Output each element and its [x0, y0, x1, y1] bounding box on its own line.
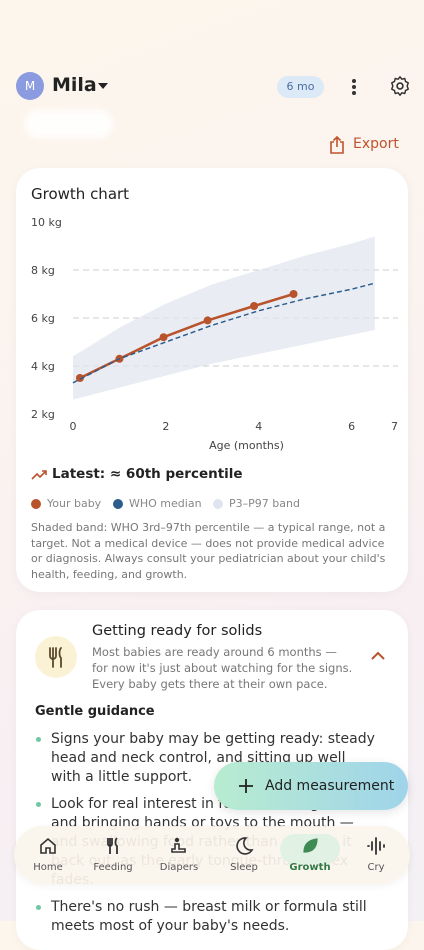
legend-swatch	[31, 498, 41, 509]
growth-icon	[303, 838, 318, 853]
x-tick-label: 6	[348, 420, 355, 433]
nav-diapers[interactable]: Diapers	[149, 836, 209, 873]
caret	[98, 83, 108, 89]
y-tick-label: 4 kg	[31, 360, 55, 373]
plus-icon	[239, 779, 253, 793]
feeding-icon	[107, 837, 118, 854]
y-tick-label: 10 kg	[31, 216, 62, 229]
solids-icon	[35, 636, 77, 678]
legend-swatch	[113, 498, 123, 509]
age-badge: 6 mo	[277, 76, 324, 98]
cloud-decor	[25, 110, 113, 138]
nav-label: Cry	[367, 862, 385, 873]
more-button[interactable]	[350, 78, 358, 96]
guidance-item: There's no rush — breast milk or formula…	[36, 898, 376, 936]
settings-button[interactable]	[389, 75, 411, 97]
nav-growth[interactable]: Growth	[280, 836, 340, 873]
legend-label: Your baby	[47, 497, 102, 510]
export-button[interactable]: Export	[353, 136, 399, 152]
nav-label: Growth	[289, 862, 331, 873]
baby-point	[159, 333, 168, 342]
solids-title[interactable]: Getting ready for solids	[92, 623, 263, 639]
latest-percentile: Latest: ≈ 60th percentile	[52, 466, 243, 482]
nav-cry[interactable]: Cry	[346, 836, 406, 873]
x-tick-label: 7	[391, 420, 398, 433]
solids-text: Most babies are ready around 6 months — …	[92, 645, 353, 691]
diapers-icon	[171, 837, 186, 853]
nav-label: Diapers	[159, 862, 199, 873]
legend-label: WHO median	[129, 497, 202, 510]
nav-home[interactable]: Home	[18, 836, 78, 873]
child-name[interactable]: Mila	[52, 74, 97, 96]
x-tick-label: 2	[162, 420, 169, 433]
legend-label: P3–P97 band	[229, 497, 300, 510]
guidance-title: Gentle guidance	[35, 704, 155, 719]
sleep-icon	[236, 837, 254, 855]
baby-point	[250, 302, 259, 310]
card-title: Growth chart	[31, 185, 130, 203]
growth-chart: 2 kg 4 kg 6 kg 8 kg 10 kg 0 2 4 6 7 Age (months)	[31, 216, 398, 452]
baby-point	[289, 290, 298, 298]
x-tick-label: 4	[255, 420, 262, 433]
y-tick-label: 8 kg	[31, 264, 55, 277]
x-tick-label: 0	[70, 420, 77, 433]
percentile-band	[73, 236, 375, 400]
nav-feeding[interactable]: Feeding	[83, 836, 143, 873]
cry-icon	[367, 837, 385, 855]
nav-label: Sleep	[230, 862, 258, 873]
median-line	[72, 282, 375, 384]
avatar[interactable]: M	[16, 72, 44, 100]
guidance-item: Signs your baby may be getting ready: st…	[36, 730, 376, 787]
add-measurement-button[interactable]: Add measurement	[214, 762, 408, 810]
baby-point	[75, 374, 84, 382]
baby-point	[203, 316, 212, 325]
y-tick-label: 2 kg	[31, 408, 55, 421]
add-measurement-label: Add measurement	[265, 778, 395, 794]
nav-label: Home	[33, 862, 63, 873]
bottom-nav	[14, 826, 410, 884]
export-icon	[330, 136, 344, 154]
disclaimer: Shaded band: WHO 3rd–97th percentile — a…	[31, 521, 386, 581]
legend-item: Your baby	[31, 497, 101, 510]
home-icon	[40, 837, 56, 854]
nav-label: Feeding	[93, 862, 133, 873]
legend-item: WHO median	[113, 497, 202, 510]
trend-icon	[31, 470, 47, 480]
collapse-chevron[interactable]	[371, 651, 385, 660]
x-axis-label: Age (months)	[209, 439, 284, 452]
y-tick-label: 6 kg	[31, 312, 55, 325]
legend-item: P3–P97 band	[213, 497, 300, 510]
legend-swatch	[213, 498, 223, 509]
nav-sleep[interactable]: Sleep	[214, 836, 274, 873]
cutlery-icon	[49, 647, 62, 668]
